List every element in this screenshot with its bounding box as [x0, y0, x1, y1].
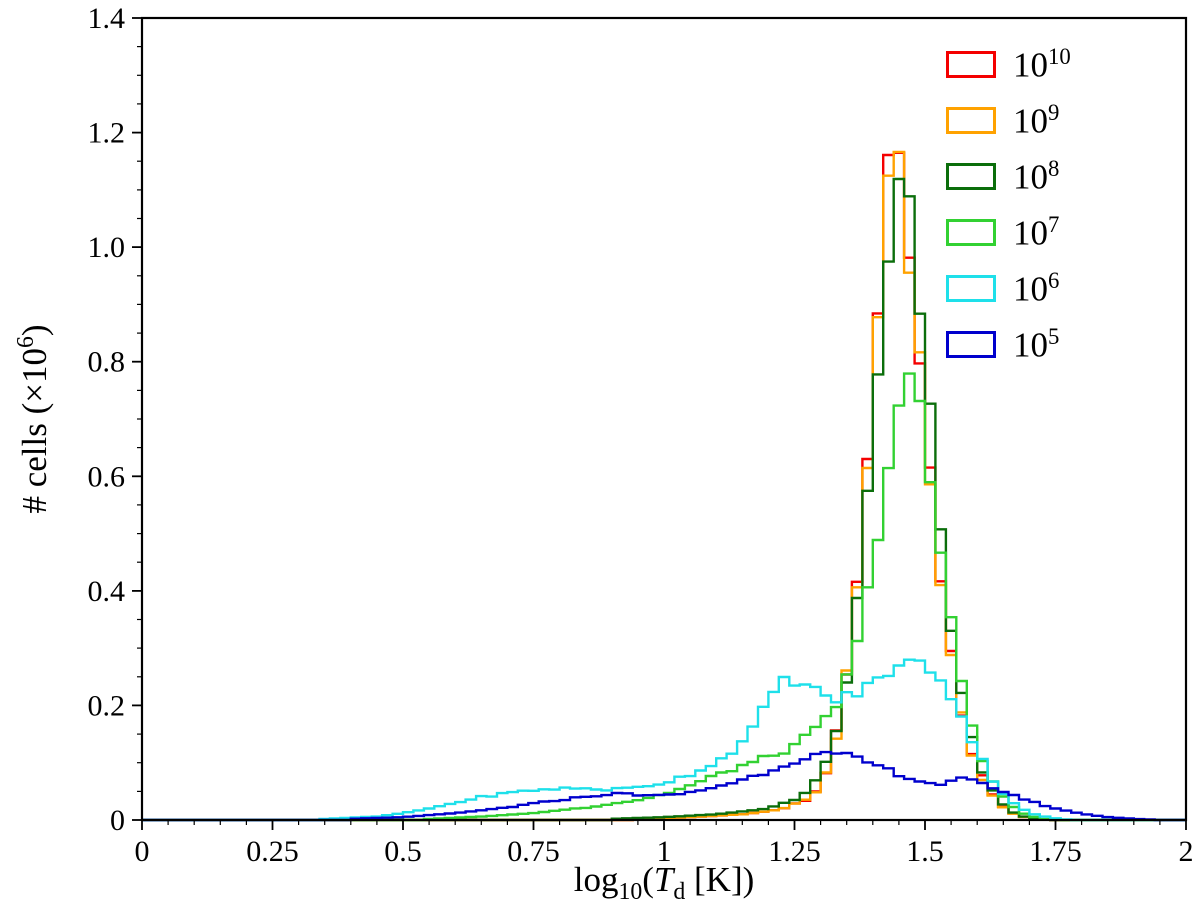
x-tick-label: 0.5 [384, 835, 422, 868]
x-axis-label-T: T [653, 860, 674, 899]
legend-label-1e7: 107 [1013, 211, 1060, 253]
x-tick-label: 0 [135, 835, 150, 868]
x-tick-label: 0.75 [507, 835, 560, 868]
legend-label-1e6: 106 [1013, 267, 1060, 309]
y-tick-label: 1.4 [88, 2, 126, 35]
x-axis-label-rest: [K]) [685, 860, 755, 899]
x-axis-label-open: ( [642, 860, 654, 899]
x-axis-label-log: log [573, 860, 619, 899]
y-axis-label-sup: 6 [13, 336, 40, 349]
legend-swatch-1e7 [946, 218, 996, 246]
x-tick-label: 0.25 [246, 835, 299, 868]
y-tick-label: 0.8 [88, 346, 126, 379]
legend-swatch-1e8 [946, 162, 996, 190]
legend-swatch-1e5 [946, 330, 996, 358]
x-axis-label-T-sub: d [673, 879, 686, 905]
y-tick-label: 0 [110, 804, 125, 837]
legend-label-1e9: 109 [1013, 99, 1060, 141]
y-axis-label-suffix: ) [14, 324, 54, 337]
x-tick-label: 1.75 [1029, 835, 1082, 868]
legend-item-1e7: 107 [946, 204, 1071, 260]
y-tick-label: 0.6 [88, 460, 126, 493]
y-axis-label-text: # cells (×10 [14, 348, 54, 514]
legend-swatch-1e6 [946, 274, 996, 302]
legend-swatch-1e9 [946, 106, 996, 134]
x-tick-label: 1 [657, 835, 672, 868]
series-1e5 [142, 750, 1186, 822]
legend-label-1e5: 105 [1013, 323, 1060, 365]
legend-label-1e10: 1010 [1013, 43, 1071, 85]
legend: 1010 109 108 107 106 105 [946, 36, 1071, 372]
series-1e6 [142, 658, 1186, 822]
legend-item-1e8: 108 [946, 148, 1071, 204]
x-axis-label: log10(Td [K]) [142, 860, 1186, 906]
y-tick-label: 0.2 [88, 689, 126, 722]
y-tick-label: 1.0 [88, 231, 126, 264]
x-tick-label: 1.25 [768, 835, 821, 868]
x-axis-label-log-sub: 10 [618, 879, 643, 905]
legend-item-1e10: 1010 [946, 36, 1071, 92]
legend-item-1e5: 105 [946, 316, 1071, 372]
y-axis-label: # cells (×106) [13, 324, 55, 513]
y-tick-label: 0.4 [88, 575, 126, 608]
x-tick-label: 1.5 [906, 835, 944, 868]
legend-item-1e9: 109 [946, 92, 1071, 148]
legend-item-1e6: 106 [946, 260, 1071, 316]
series-1e7 [142, 372, 1186, 822]
legend-swatch-1e10 [946, 50, 996, 78]
x-tick-label: 2 [1179, 835, 1194, 868]
y-tick-label: 1.2 [88, 117, 126, 150]
legend-label-1e8: 108 [1013, 155, 1060, 197]
